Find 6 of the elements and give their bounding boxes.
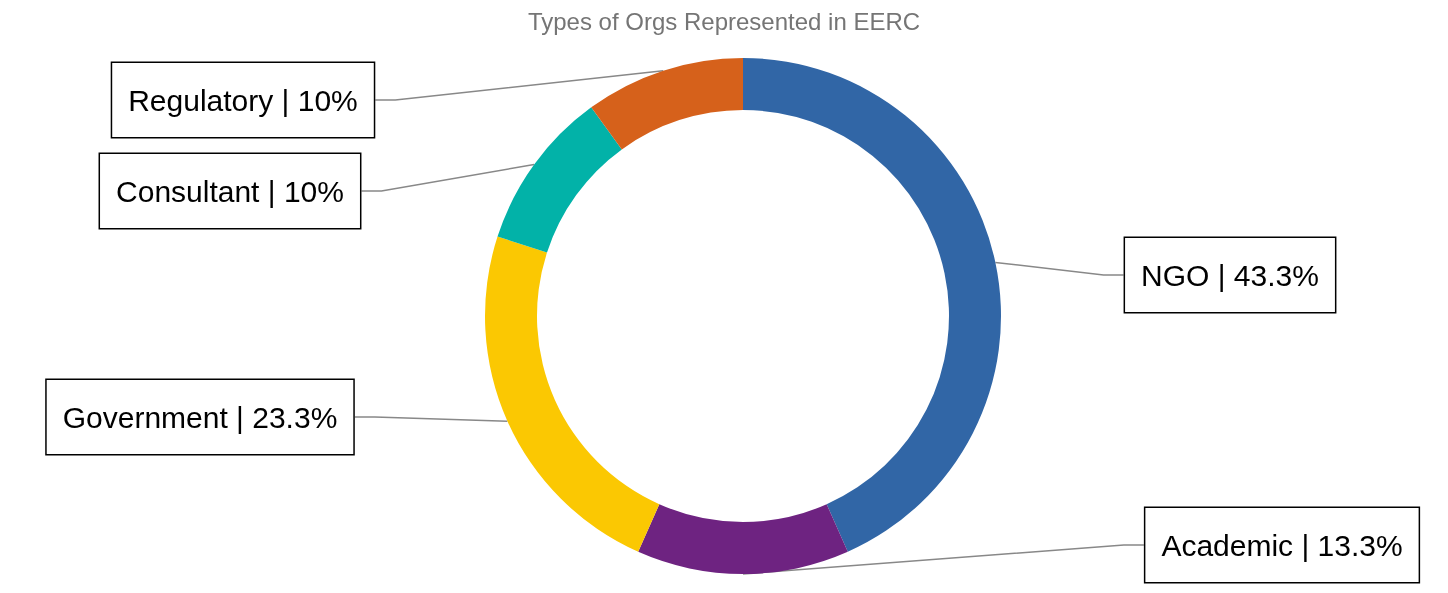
slice-label: NGO | 43.3% [1141, 258, 1319, 292]
slice-label: Academic | 13.3% [1161, 528, 1403, 562]
slice-label: Consultant | 10% [116, 174, 344, 208]
slice-label: Regulatory | 10% [128, 83, 358, 117]
chart-title: Types of Orgs Represented in EERC [527, 7, 921, 35]
slice-label: Government | 23.3% [62, 400, 338, 434]
